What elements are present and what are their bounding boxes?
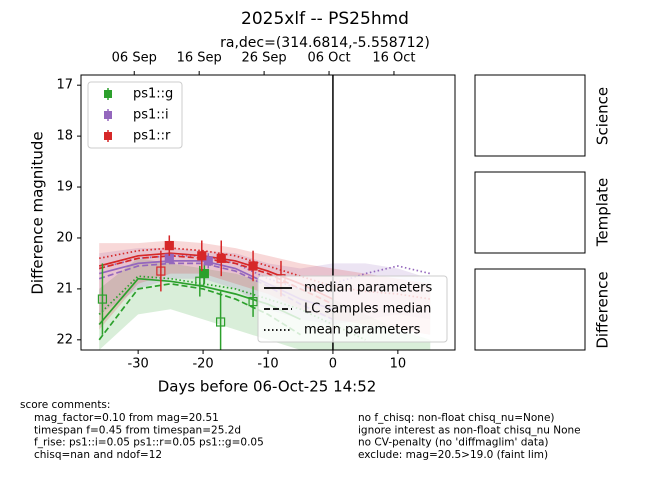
y-tick-label: 17 [56,78,73,93]
comment: mag_factor=0.10 from mag=20.51 [34,412,219,424]
legend-label: mean parameters [304,323,421,338]
comment: exclude: mag=20.5>19.0 (faint lim) [358,449,548,461]
legend-label: ps1::i [133,108,169,123]
data-point [199,269,209,279]
y-tick-label: 22 [56,332,73,347]
comment: f_rise: ps1::i=0.05 ps1::r=0.05 ps1::g=0… [34,437,264,449]
x-tick-label: -10 [257,357,278,372]
model-samples [98,262,334,321]
data-point [197,251,207,261]
top-tick-label: 26 Sep [242,51,287,66]
y-tick-label: 21 [56,281,73,296]
legend-label: ps1::r [133,129,171,144]
data-point [203,256,213,266]
legend-label: ps1::g [133,87,173,102]
x-tick-label: -20 [192,357,213,372]
comment: no CV-penalty (no 'diffmaglim' data) [358,437,548,449]
panel-label: Science [594,87,612,145]
x-axis-label: Days before 06-Oct-25 14:52 [158,378,377,396]
panel-label: Template [594,178,612,247]
y-tick-label: 19 [56,180,73,195]
legend-swatch [104,90,112,98]
data-point [97,294,108,304]
data-point [248,297,258,307]
data-point [248,261,258,271]
science-panel [474,74,586,157]
top-tick-label: 06 Sep [112,51,157,66]
legend-box [257,275,448,343]
x-tick-label: 10 [390,357,407,372]
comment: no f_chisq: non-float chisq_nu=None) [358,412,555,424]
chart-title: 2025xlf -- PS25hmd [241,9,409,29]
comment: ignore interest as non-float chisq_nu No… [358,424,581,436]
data-point [164,241,174,251]
y-tick-label: 18 [56,129,73,144]
data-point [216,253,226,263]
x-tick-label: -30 [128,357,149,372]
legend-label: median parameters [304,281,432,296]
top-tick-label: 06 Oct [307,51,350,66]
data-point [156,266,166,276]
y-tick-label: 20 [56,230,73,245]
comments-title: score comments: [20,399,110,411]
legend-swatch [104,111,112,119]
legend-swatch [104,132,112,140]
comment: timespan f=0.45 from timespan=25.2d [34,424,241,436]
top-tick-label: 16 Oct [372,51,415,66]
chart-subtitle: ra,dec=(314.6814,-5.558712) [220,35,430,51]
template-panel [474,171,586,254]
panel-label: Difference [594,271,612,348]
comment: chisq=nan and ndof=12 [34,449,162,461]
x-tick-label: 0 [329,357,337,372]
top-tick-label: 16 Sep [177,51,222,66]
difference-panel [474,268,586,351]
model-mean [99,247,431,300]
data-point [216,317,226,327]
legend-box [87,81,183,149]
legend-label: LC samples median [304,302,431,317]
y-axis-label: Difference magnitude [29,131,47,294]
